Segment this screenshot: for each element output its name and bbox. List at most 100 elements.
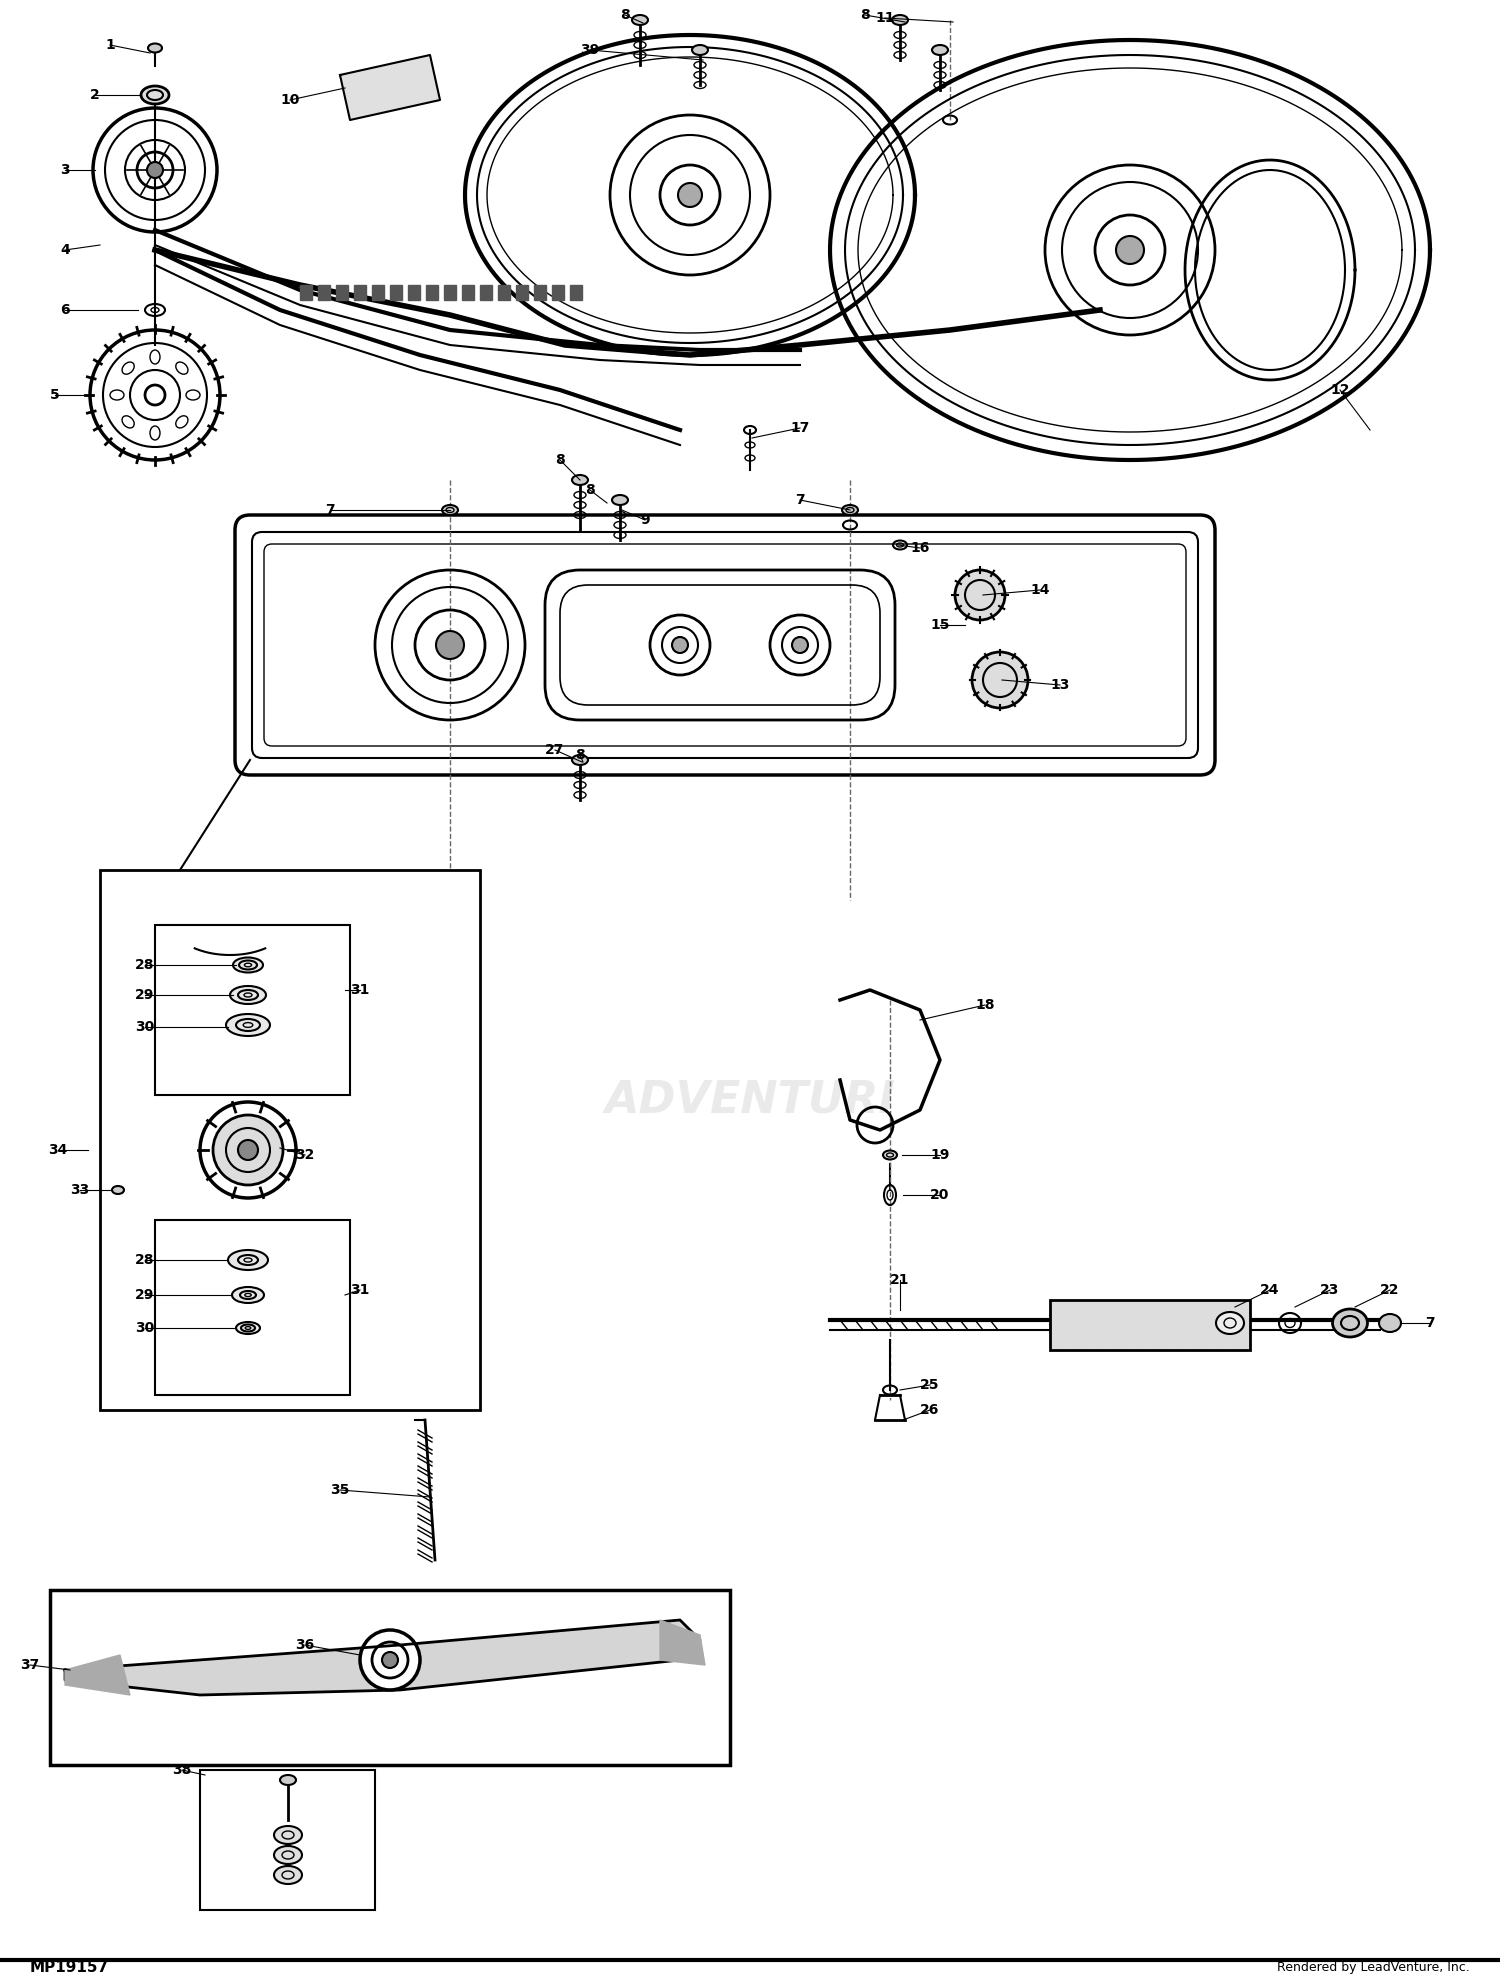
Text: 39: 39 bbox=[580, 44, 600, 58]
Text: 36: 36 bbox=[296, 1639, 315, 1653]
Ellipse shape bbox=[932, 46, 948, 56]
Text: 32: 32 bbox=[296, 1149, 315, 1163]
Ellipse shape bbox=[240, 1292, 256, 1300]
Text: 29: 29 bbox=[135, 1288, 154, 1302]
Ellipse shape bbox=[884, 1151, 897, 1159]
Ellipse shape bbox=[572, 756, 588, 766]
Text: 29: 29 bbox=[135, 988, 154, 1002]
Ellipse shape bbox=[612, 494, 628, 506]
Text: 37: 37 bbox=[21, 1659, 39, 1673]
Ellipse shape bbox=[842, 506, 858, 516]
Circle shape bbox=[678, 183, 702, 206]
Text: 18: 18 bbox=[975, 998, 994, 1012]
Ellipse shape bbox=[274, 1845, 302, 1865]
Text: 1: 1 bbox=[105, 38, 116, 52]
Text: 8: 8 bbox=[859, 8, 870, 22]
Polygon shape bbox=[300, 286, 312, 300]
Polygon shape bbox=[426, 286, 438, 300]
Text: 16: 16 bbox=[910, 542, 930, 556]
Ellipse shape bbox=[238, 1256, 258, 1266]
Text: 10: 10 bbox=[280, 93, 300, 107]
Bar bbox=[50, 1589, 730, 1766]
Ellipse shape bbox=[1378, 1313, 1401, 1331]
Polygon shape bbox=[552, 286, 564, 300]
Text: 8: 8 bbox=[620, 8, 630, 22]
Polygon shape bbox=[660, 1621, 705, 1665]
Ellipse shape bbox=[230, 986, 266, 1004]
Polygon shape bbox=[408, 286, 420, 300]
Text: 38: 38 bbox=[172, 1764, 192, 1778]
Text: 28: 28 bbox=[135, 958, 154, 972]
Text: 9: 9 bbox=[640, 514, 650, 528]
Ellipse shape bbox=[236, 1020, 260, 1032]
Text: 7: 7 bbox=[795, 492, 806, 508]
Ellipse shape bbox=[238, 960, 256, 970]
Text: 11: 11 bbox=[876, 12, 894, 26]
Text: 21: 21 bbox=[891, 1274, 909, 1288]
Bar bbox=[200, 1770, 375, 1911]
Bar bbox=[154, 925, 350, 1095]
Text: 13: 13 bbox=[1050, 679, 1070, 692]
Ellipse shape bbox=[236, 1321, 260, 1333]
Polygon shape bbox=[444, 286, 456, 300]
Ellipse shape bbox=[442, 506, 458, 516]
Ellipse shape bbox=[280, 1776, 296, 1786]
Text: Rendered by LeadVenture, Inc.: Rendered by LeadVenture, Inc. bbox=[1276, 1962, 1470, 1974]
Polygon shape bbox=[64, 1621, 701, 1694]
Bar bbox=[100, 871, 480, 1411]
Ellipse shape bbox=[892, 16, 908, 26]
Text: 8: 8 bbox=[585, 482, 596, 498]
Text: 7: 7 bbox=[326, 504, 334, 518]
Text: 31: 31 bbox=[351, 1284, 369, 1298]
Ellipse shape bbox=[572, 474, 588, 484]
Text: ADVENTURI: ADVENTURI bbox=[604, 1079, 896, 1121]
Circle shape bbox=[200, 1101, 296, 1198]
Polygon shape bbox=[372, 286, 384, 300]
Ellipse shape bbox=[141, 85, 170, 103]
Polygon shape bbox=[570, 286, 582, 300]
Circle shape bbox=[213, 1115, 284, 1184]
Text: 31: 31 bbox=[351, 982, 369, 998]
Polygon shape bbox=[354, 286, 366, 300]
Text: 8: 8 bbox=[574, 748, 585, 762]
Text: 5: 5 bbox=[50, 389, 60, 403]
Circle shape bbox=[672, 637, 688, 653]
Polygon shape bbox=[534, 286, 546, 300]
Ellipse shape bbox=[226, 1014, 270, 1036]
Text: 22: 22 bbox=[1380, 1284, 1400, 1298]
Bar bbox=[154, 1220, 350, 1395]
Circle shape bbox=[1116, 236, 1144, 264]
Text: 8: 8 bbox=[555, 452, 566, 466]
Bar bbox=[1050, 1300, 1250, 1349]
Text: 3: 3 bbox=[60, 163, 70, 177]
Text: 33: 33 bbox=[70, 1182, 90, 1196]
Text: 26: 26 bbox=[921, 1403, 939, 1417]
Polygon shape bbox=[498, 286, 510, 300]
Text: 2: 2 bbox=[90, 87, 101, 101]
Circle shape bbox=[238, 1141, 258, 1161]
Circle shape bbox=[792, 637, 808, 653]
Polygon shape bbox=[64, 1655, 130, 1694]
Circle shape bbox=[382, 1653, 398, 1669]
Circle shape bbox=[147, 163, 164, 179]
Circle shape bbox=[972, 653, 1028, 708]
Text: 7: 7 bbox=[1425, 1315, 1436, 1329]
Ellipse shape bbox=[274, 1825, 302, 1843]
Text: 12: 12 bbox=[1330, 383, 1350, 397]
Ellipse shape bbox=[1332, 1309, 1368, 1337]
Text: 14: 14 bbox=[1030, 583, 1050, 597]
Ellipse shape bbox=[242, 1325, 255, 1331]
Text: MP19157: MP19157 bbox=[30, 1960, 109, 1976]
Text: 34: 34 bbox=[48, 1143, 68, 1157]
Text: 24: 24 bbox=[1260, 1284, 1280, 1298]
Text: 20: 20 bbox=[930, 1188, 950, 1202]
Text: 23: 23 bbox=[1320, 1284, 1340, 1298]
Circle shape bbox=[956, 569, 1005, 619]
Text: 30: 30 bbox=[135, 1020, 154, 1034]
Ellipse shape bbox=[232, 958, 262, 972]
Polygon shape bbox=[318, 286, 330, 300]
Ellipse shape bbox=[228, 1250, 268, 1270]
Text: 17: 17 bbox=[790, 421, 810, 434]
Polygon shape bbox=[480, 286, 492, 300]
Text: 35: 35 bbox=[330, 1482, 350, 1498]
